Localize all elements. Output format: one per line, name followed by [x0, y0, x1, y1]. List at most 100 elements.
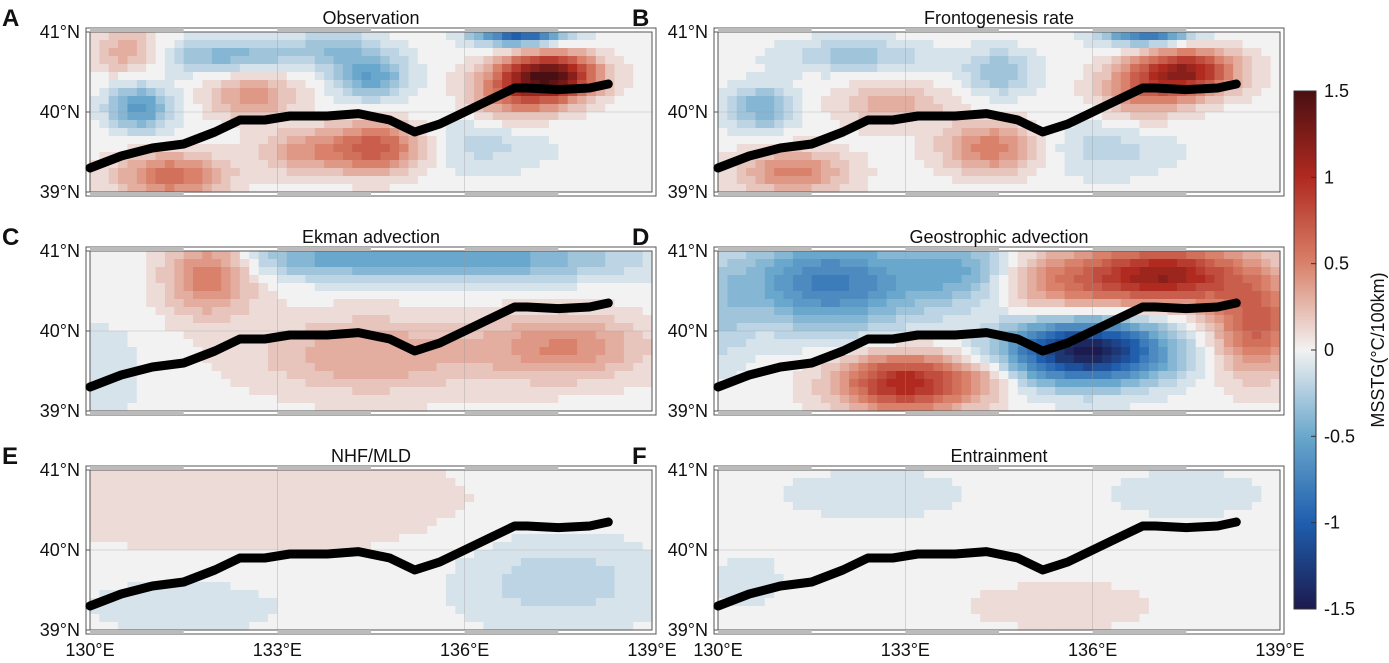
field-cell: [212, 144, 222, 153]
field-cell: [577, 315, 587, 324]
field-cell: [1055, 72, 1065, 81]
field-cell: [90, 128, 100, 137]
field-cell: [540, 470, 550, 479]
field-cell: [596, 112, 606, 121]
field-cell: [1186, 128, 1196, 137]
field-cell: [859, 251, 869, 260]
field-cell: [1261, 176, 1271, 185]
field-cell: [418, 40, 428, 49]
field-cell: [240, 48, 250, 57]
field-cell: [962, 347, 972, 356]
field-cell: [952, 168, 962, 177]
field-cell: [980, 371, 990, 380]
field-cell: [1214, 355, 1224, 364]
field-cell: [727, 168, 737, 177]
field-cell: [924, 120, 934, 129]
field-cell: [1252, 387, 1262, 396]
field-cell: [859, 355, 869, 364]
field-cell: [184, 96, 194, 105]
field-cell: [352, 283, 362, 292]
field-cell: [146, 32, 156, 41]
field-cell: [305, 323, 315, 332]
field-cell: [1102, 40, 1112, 49]
field-cell: [184, 283, 194, 292]
field-cell: [1093, 168, 1103, 177]
field-cell: [502, 144, 512, 153]
field-cell: [793, 56, 803, 65]
field-cell: [1271, 168, 1281, 177]
field-cell: [943, 168, 953, 177]
field-cell: [840, 104, 850, 113]
field-cell: [390, 371, 400, 380]
field-cell: [530, 470, 540, 479]
field-cell: [1008, 56, 1018, 65]
field-cell: [343, 64, 353, 73]
field-cell: [859, 283, 869, 292]
field-cell: [1083, 144, 1093, 153]
field-cell: [962, 56, 972, 65]
field-cell: [118, 112, 128, 121]
field-cell: [446, 470, 456, 479]
field-cell: [371, 395, 381, 404]
field-cell: [1243, 339, 1253, 348]
field-cell: [558, 120, 568, 129]
field-cell: [1214, 403, 1224, 412]
field-cell: [1046, 331, 1056, 340]
field-cell: [784, 64, 794, 73]
field-cell: [933, 387, 943, 396]
field-cell: [90, 104, 100, 113]
field-cell: [577, 403, 587, 412]
field-cell: [408, 144, 418, 153]
field-cell: [1018, 251, 1028, 260]
field-cell: [615, 403, 625, 412]
field-cell: [1271, 283, 1281, 292]
field-cell: [1233, 251, 1243, 260]
field-cell: [1083, 120, 1093, 129]
field-cell: [755, 88, 765, 97]
field-cell: [896, 307, 906, 316]
field-cell: [1074, 160, 1084, 169]
field-cell: [1036, 371, 1046, 380]
field-cell: [1083, 387, 1093, 396]
field-cell: [1243, 64, 1253, 73]
field-cell: [1018, 40, 1028, 49]
field-cell: [737, 72, 747, 81]
field-cell: [137, 184, 147, 193]
field-cell: [334, 72, 344, 81]
field-cell: [174, 259, 184, 268]
field-cell: [1149, 120, 1159, 129]
field-cell: [1233, 144, 1243, 153]
field-cell: [474, 136, 484, 145]
field-cell: [268, 395, 278, 404]
field-cell: [1205, 168, 1215, 177]
field-cell: [859, 168, 869, 177]
field-cell: [971, 128, 981, 137]
field-cell: [1055, 251, 1065, 260]
field-cell: [90, 176, 100, 185]
field-cell: [624, 112, 634, 121]
field-cell: [455, 347, 465, 356]
field-cell: [165, 283, 175, 292]
field-cell: [1149, 128, 1159, 137]
field-cell: [1036, 168, 1046, 177]
field-cell: [1252, 283, 1262, 292]
field-cell: [549, 387, 559, 396]
field-cell: [633, 395, 643, 404]
field-cell: [774, 283, 784, 292]
field-cell: [118, 307, 128, 316]
field-cell: [530, 355, 540, 364]
frame-segment: [277, 411, 371, 415]
field-cell: [502, 176, 512, 185]
field-cell: [933, 291, 943, 300]
field-cell: [324, 160, 334, 169]
field-cell: [277, 395, 287, 404]
field-cell: [859, 299, 869, 308]
field-cell: [268, 144, 278, 153]
field-cell: [287, 470, 297, 479]
field-cell: [774, 267, 784, 276]
field-cell: [493, 176, 503, 185]
field-cell: [999, 395, 1009, 404]
field-cell: [502, 283, 512, 292]
field-cell: [465, 339, 475, 348]
field-cell: [371, 315, 381, 324]
